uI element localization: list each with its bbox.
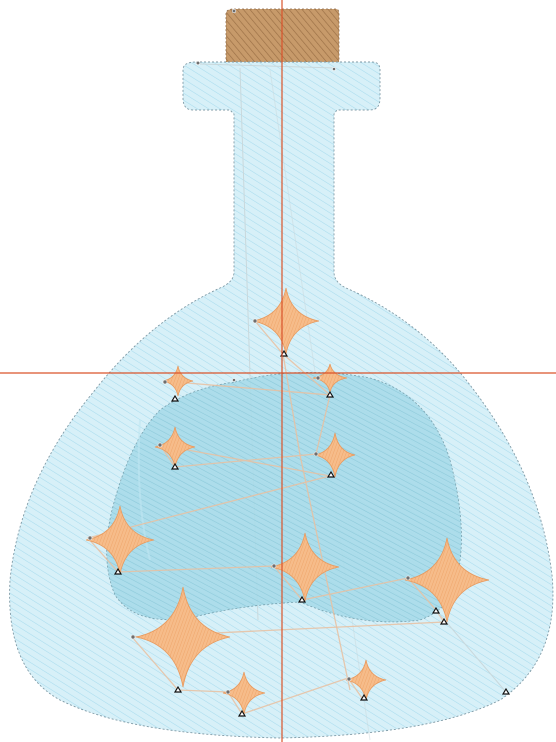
circle-marker-icon[interactable] bbox=[157, 442, 163, 448]
liquid-start-marker[interactable] bbox=[232, 378, 236, 382]
sparkle-icon[interactable] bbox=[404, 537, 490, 623]
sparkle-icon[interactable] bbox=[135, 586, 231, 688]
circle-marker-icon[interactable] bbox=[252, 318, 258, 324]
lip-end-marker[interactable] bbox=[332, 67, 336, 71]
triangle-marker-icon[interactable] bbox=[113, 567, 123, 575]
triangle-marker-icon[interactable] bbox=[170, 462, 180, 470]
sparkle-group bbox=[85, 287, 490, 715]
stitch-markers bbox=[87, 318, 511, 717]
travel-path bbox=[86, 320, 507, 715]
sparkle-icon[interactable] bbox=[314, 432, 356, 478]
triangle-marker-icon[interactable] bbox=[325, 390, 335, 398]
triangle-marker-icon[interactable] bbox=[170, 394, 180, 402]
circle-marker-icon[interactable] bbox=[87, 535, 93, 541]
circle-marker-icon[interactable] bbox=[313, 451, 319, 457]
circle-marker-icon[interactable] bbox=[271, 563, 277, 569]
cork-start-marker[interactable] bbox=[231, 8, 237, 14]
triangle-marker-icon[interactable] bbox=[237, 709, 247, 717]
circle-marker-icon[interactable] bbox=[346, 676, 352, 682]
triangle-marker-icon[interactable] bbox=[297, 595, 307, 603]
triangle-marker-icon[interactable] bbox=[439, 617, 449, 625]
triangle-marker-icon[interactable] bbox=[359, 693, 369, 701]
triangle-marker-icon[interactable] bbox=[326, 470, 336, 478]
sparkle-icon[interactable] bbox=[162, 365, 194, 397]
liquid[interactable] bbox=[106, 371, 462, 623]
circle-marker-icon[interactable] bbox=[405, 575, 411, 581]
triangle-marker-icon[interactable] bbox=[431, 606, 441, 614]
bottle-start-marker[interactable] bbox=[195, 60, 201, 66]
triangle-marker-icon[interactable] bbox=[173, 685, 183, 693]
circle-marker-icon[interactable] bbox=[315, 375, 321, 381]
circle-marker-icon[interactable] bbox=[130, 634, 136, 640]
triangle-marker-icon[interactable] bbox=[501, 687, 511, 695]
circle-marker-icon[interactable] bbox=[225, 689, 231, 695]
circle-marker-icon[interactable] bbox=[162, 379, 168, 385]
